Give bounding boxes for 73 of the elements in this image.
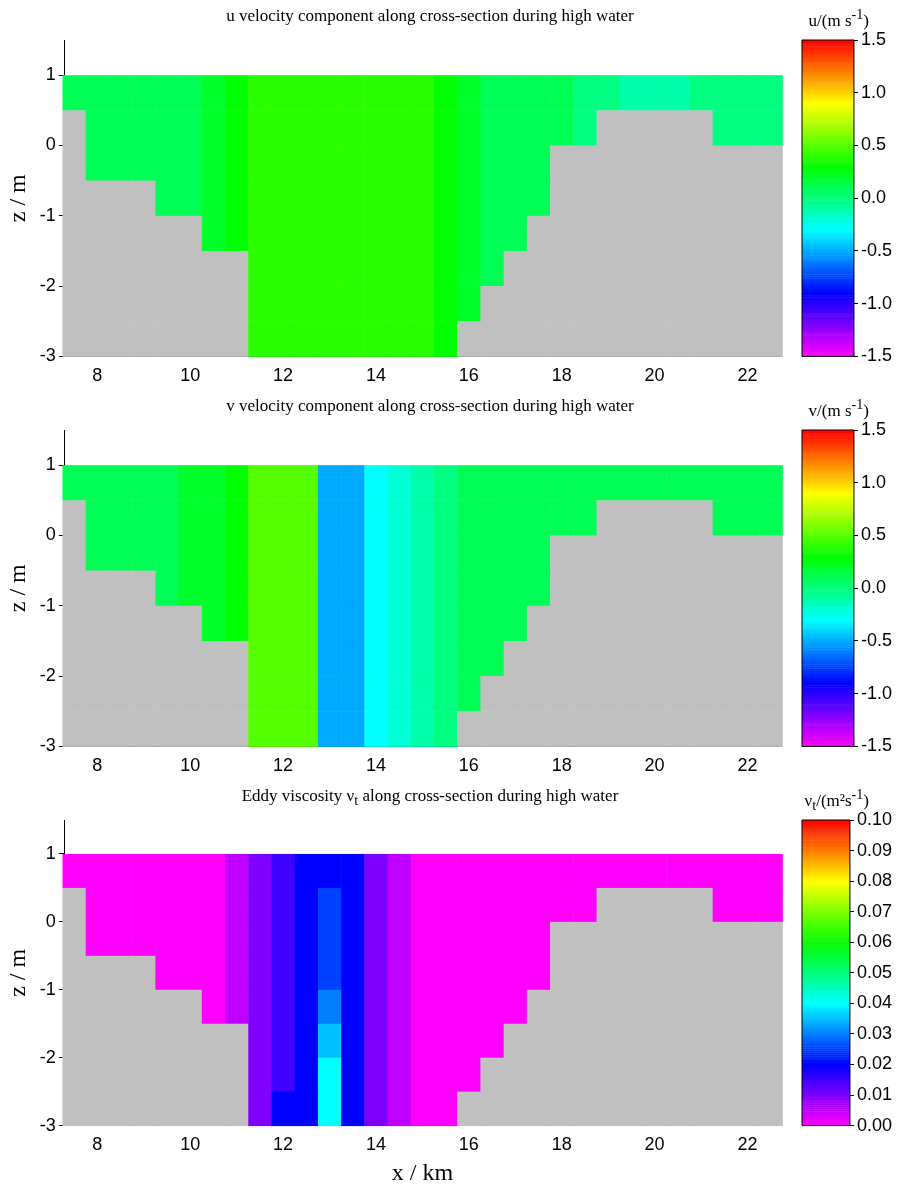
color-bar-label: -1.5	[860, 735, 893, 756]
x-tick-label: 10	[180, 365, 201, 386]
x-tick-label: 18	[551, 1134, 572, 1155]
x-tick-label: 10	[180, 755, 201, 776]
y-tick-label: 0	[45, 910, 56, 931]
x-tick-label: 16	[458, 755, 479, 776]
color-bar-label: 1.5	[860, 418, 887, 439]
y-tick-label: 0	[45, 524, 56, 545]
x-tick-label: 12	[273, 1134, 294, 1155]
x-tick-label: 8	[92, 365, 103, 386]
chart-title: u velocity component along cross-section during high water	[225, 6, 635, 26]
color-bar-label: 1.0	[860, 81, 887, 102]
y-tick-label: -2	[39, 665, 56, 686]
color-bar-label: -1.5	[860, 345, 893, 366]
x-tick-label: 10	[180, 1134, 201, 1155]
y-tick-label: -2	[39, 1046, 56, 1067]
x-tick-label: 8	[92, 1134, 103, 1155]
x-tick-label: 22	[737, 1134, 758, 1155]
y-tick-label: 0	[45, 134, 56, 155]
color-bar-label: -1.0	[860, 682, 893, 703]
y-tick-label: -3	[39, 735, 56, 756]
x-tick-label: 20	[644, 365, 665, 386]
x-tick-label: 22	[737, 365, 758, 386]
color-bar-label: 0.02	[856, 1053, 893, 1074]
y-tick-label: -1	[39, 594, 56, 615]
y-tick-label: 1	[45, 64, 56, 85]
color-bar-label: 0.0	[860, 577, 887, 598]
color-bar-label: 0.00	[856, 1114, 893, 1135]
chart-title: v velocity component along cross-section during high water	[225, 396, 635, 416]
x-tick-label: 22	[737, 755, 758, 776]
color-bar-label: 1.5	[860, 28, 887, 49]
x-tick-label: 18	[551, 365, 572, 386]
x-tick-label: 8	[92, 755, 103, 776]
color-bar-label: 0.10	[856, 808, 893, 829]
color-bar-label: 1.0	[860, 471, 887, 492]
x-axis-title: x / km	[391, 1158, 454, 1185]
color-bar-label: -1.0	[860, 292, 893, 313]
y-tick-label: 1	[45, 842, 56, 863]
color-bar-label: 0.07	[856, 900, 893, 921]
color-bar-label: 0.08	[856, 870, 893, 891]
color-bar-label: 0.0	[860, 187, 887, 208]
y-axis-title: z / m	[3, 173, 30, 223]
x-tick-label: 14	[365, 755, 386, 776]
color-bar-label: -0.5	[860, 629, 893, 650]
x-tick-label: 12	[273, 365, 294, 386]
color-bar-label: 0.04	[856, 992, 893, 1013]
x-tick-label: 18	[551, 755, 572, 776]
chart-title: Eddy viscosity ν$_{t}$ along cross-section during high water	[240, 786, 620, 810]
y-axis-title: z / m	[3, 948, 30, 997]
x-tick-label: 16	[458, 365, 479, 386]
y-tick-label: -3	[39, 1114, 56, 1135]
x-tick-label: 12	[273, 755, 294, 776]
x-tick-label: 14	[365, 1134, 386, 1155]
y-tick-label: -2	[39, 275, 56, 296]
color-bar-label: 0.06	[856, 931, 893, 952]
x-tick-label: 20	[644, 1134, 665, 1155]
color-bar-label: 0.5	[860, 134, 887, 155]
y-axis-title: z / m	[3, 563, 30, 613]
y-tick-label: 1	[45, 454, 56, 475]
y-tick-label: -1	[39, 204, 56, 225]
y-tick-label: -1	[39, 978, 56, 999]
color-bar-label: 0.05	[856, 961, 893, 982]
color-bar-title: u/(m s$^{-1}$)	[808, 6, 869, 31]
color-bar-label: 0.5	[860, 524, 887, 545]
color-bar-title: v/(m s$^{-1}$)	[808, 396, 869, 421]
color-bar-label: 0.03	[856, 1022, 893, 1043]
x-tick-label: 14	[365, 365, 386, 386]
color-bar-label: 0.01	[856, 1084, 893, 1105]
x-tick-label: 16	[458, 1134, 479, 1155]
color-bar-label: 0.09	[856, 839, 893, 860]
y-tick-label: -3	[39, 345, 56, 366]
x-tick-label: 20	[644, 755, 665, 776]
color-bar-label: -0.5	[860, 239, 893, 260]
